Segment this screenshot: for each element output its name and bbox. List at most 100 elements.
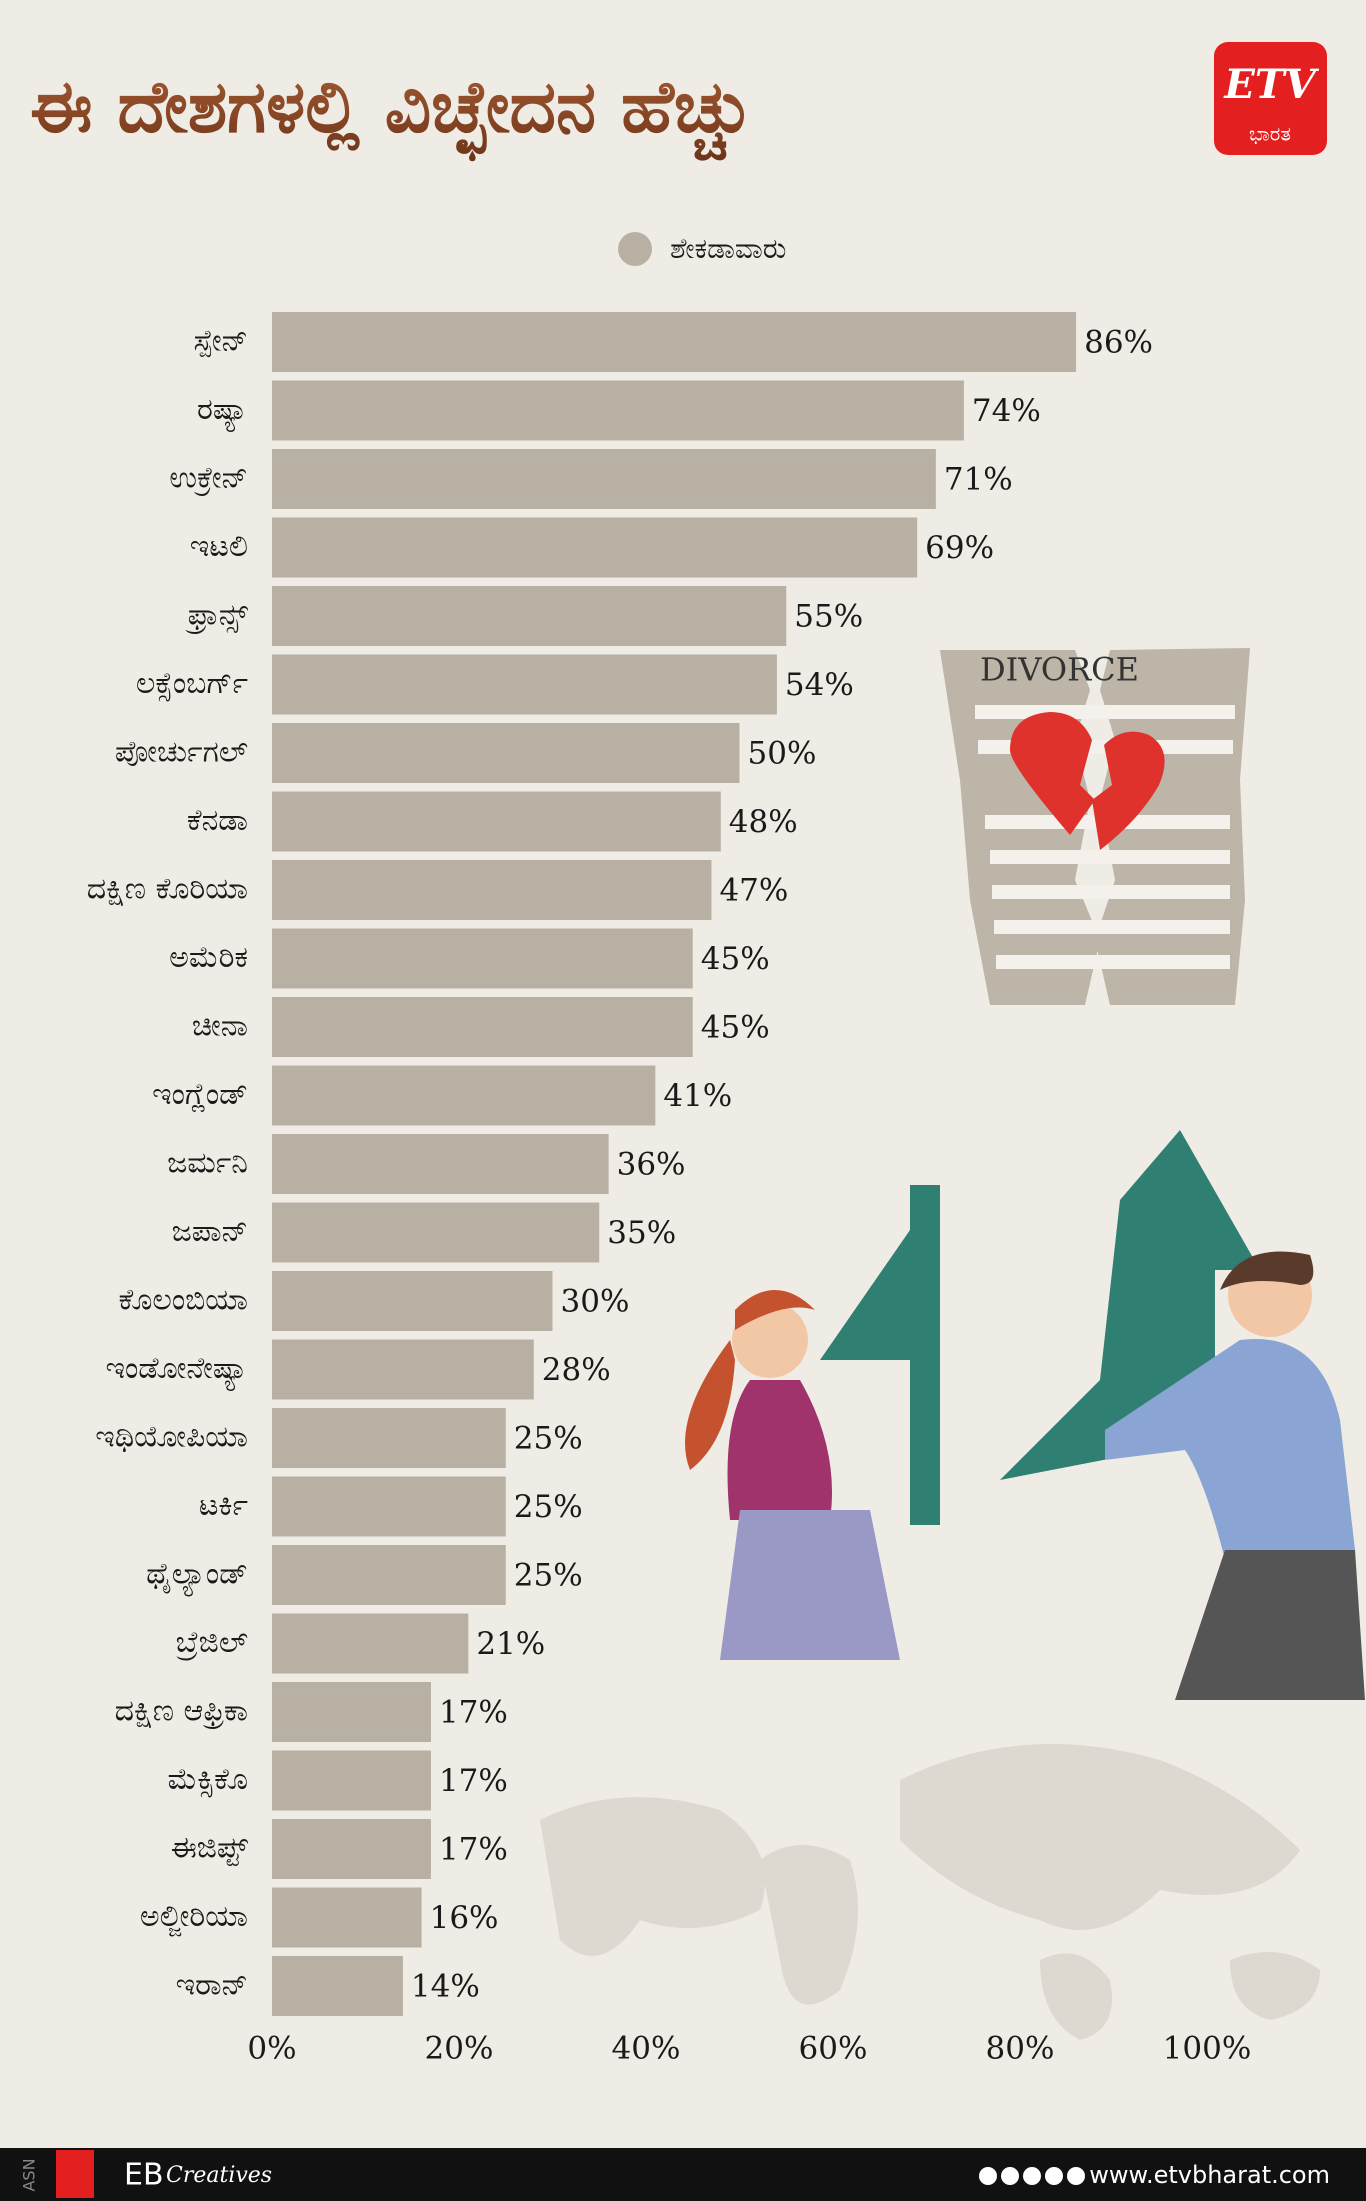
value-label: 21%	[476, 1626, 545, 1662]
x-tick-label: 80%	[986, 2031, 1055, 2067]
y-tick-label: ಇಥಿಯೋಪಿಯಾ	[95, 1420, 248, 1455]
footer-site: www.etvbharat.com	[1089, 2161, 1330, 2189]
bar	[272, 1339, 534, 1400]
x-tick-label: 100%	[1163, 2031, 1252, 2067]
x-tick-label: 20%	[425, 2031, 494, 2067]
bar	[272, 1271, 553, 1331]
map-decoration	[540, 1744, 1320, 2040]
y-tick-label: ಇರಾನ್	[176, 1968, 248, 2003]
bar	[272, 1682, 431, 1742]
bar	[272, 860, 712, 920]
bar	[272, 1613, 469, 1674]
logo-brand: ETV	[1223, 61, 1319, 108]
y-tick-label: ಜರ್ಮನಿ	[167, 1146, 248, 1181]
footer-bar	[0, 2148, 1366, 2201]
y-tick-label: ಅಮೆರಿಕ	[169, 940, 248, 975]
y-tick-label: ಟರ್ಕಿ	[199, 1488, 248, 1523]
y-tick-label: ಬ್ರೆಜಿಲ್	[176, 1625, 248, 1661]
bar	[272, 380, 964, 441]
bar	[272, 449, 936, 509]
x-tick-label: 60%	[799, 2031, 868, 2067]
footer: ASN EB Creatives www.etvbharat.com	[0, 2148, 1366, 2201]
bar	[272, 928, 693, 989]
bar	[272, 654, 777, 715]
value-label: 17%	[439, 1763, 508, 1799]
social-icons	[979, 2167, 1085, 2185]
value-label: 41%	[663, 1078, 732, 1114]
bar	[272, 586, 787, 646]
value-label: 17%	[439, 1832, 508, 1868]
chart-title: ಈ ದೇಶಗಳಲ್ಲಿ ವಿಚ್ಛೇದನ ಹೆಚ್ಚು	[30, 65, 753, 162]
y-tick-label: ಉಕ್ರೇನ್	[169, 461, 248, 497]
value-label: 45%	[701, 941, 770, 977]
bar	[272, 1750, 431, 1811]
y-tick-label: ಫ್ರಾನ್ಸ್	[185, 598, 249, 635]
y-tick-label: ದಕ್ಷಿಣ ಆಫ್ರಿಕಾ	[115, 1694, 248, 1730]
value-label: 25%	[514, 1489, 583, 1525]
bar	[272, 791, 721, 852]
value-label: 69%	[925, 530, 994, 566]
paper-text: DIVORCE	[980, 651, 1139, 689]
footer-eb: EB	[124, 2158, 164, 2193]
legend-label: ಶೇಕಡಾವಾರು	[670, 232, 786, 265]
legend: ಶೇಕಡಾವಾರು	[618, 232, 786, 266]
value-label: 14%	[411, 1969, 480, 2005]
plot: 0% 20% 40% 60% 80% 100% ಸ್ಪೇನ್ 86% ರಷ್ಯಾ 74% ಉಕ್ರೇ…	[87, 312, 1252, 2067]
y-tick-label: ಇಂಡೋನೇಷ್ಯಾ	[105, 1351, 248, 1391]
bar	[272, 1476, 506, 1537]
y-tick-label: ಅಲ್ಜೀರಿಯಾ	[140, 1899, 248, 1936]
bar	[272, 517, 918, 578]
y-tick-label: ಮೆಕ್ಸಿಕೊ	[168, 1762, 249, 1797]
y-tick-label: ಜಪಾನ್	[172, 1214, 248, 1249]
value-label: 55%	[794, 599, 863, 635]
divorce-illustration: DIVORCE	[940, 648, 1250, 1005]
y-tick-label: ಕೊಲಂಬಿಯಾ	[119, 1283, 248, 1318]
value-label: 17%	[439, 1695, 508, 1731]
footer-code: ASN	[20, 2158, 39, 2191]
x-tick-label: 0%	[247, 2031, 296, 2067]
couple-illustration	[685, 1130, 1365, 1700]
x-tick-label: 40%	[612, 2031, 681, 2067]
y-tick-label: ಇಂಗ್ಲೆಂಡ್	[152, 1077, 248, 1112]
bar	[272, 1545, 506, 1605]
y-tick-label: ಪೋರ್ಚುಗಲ್	[115, 735, 248, 770]
value-label: 30%	[561, 1284, 630, 1320]
y-tick-label: ಚೀನಾ	[192, 1009, 248, 1044]
bar	[272, 312, 1077, 372]
bar	[272, 723, 740, 783]
y-tick-label: ಲಕ್ಸೆಂಬರ್ಗ್	[136, 666, 248, 701]
footer-logo	[56, 2150, 94, 2198]
bar	[272, 1956, 403, 2016]
logo: ETV ಭಾರತ	[1214, 42, 1327, 155]
y-tick-label: ದಕ್ಷಿಣ ಕೊರಿಯಾ	[87, 872, 248, 907]
value-label: 48%	[729, 804, 798, 840]
value-label: 25%	[514, 1558, 583, 1594]
y-tick-label: ಇಟಲಿ	[190, 529, 248, 564]
bar	[272, 997, 693, 1057]
value-label: 45%	[701, 1010, 770, 1046]
bar	[272, 1065, 656, 1126]
value-label: 86%	[1084, 325, 1153, 361]
legend-swatch	[618, 232, 652, 266]
value-label: 36%	[617, 1147, 686, 1183]
bar	[272, 1134, 609, 1194]
value-label: 47%	[719, 873, 788, 909]
logo-name: ಭಾರತ	[1249, 122, 1291, 146]
y-tick-label: ಥೈಲ್ಯಾಂಡ್	[146, 1557, 248, 1597]
bar	[272, 1819, 431, 1879]
bar	[272, 1408, 506, 1468]
y-tick-label: ರಷ್ಯಾ	[197, 392, 248, 432]
value-label: 35%	[607, 1215, 676, 1251]
y-tick-label: ಈಜಿಪ್ಟ್	[171, 1831, 249, 1867]
value-label: 25%	[514, 1421, 583, 1457]
value-label: 16%	[430, 1900, 499, 1936]
y-tick-label: ಕೆನಡಾ	[187, 803, 248, 838]
value-label: 28%	[542, 1352, 611, 1388]
value-label: 50%	[748, 736, 817, 772]
bar	[272, 1202, 600, 1263]
value-label: 71%	[944, 462, 1013, 498]
footer-creatives: Creatives	[166, 2163, 272, 2188]
y-tick-label: ಸ್ಪೇನ್	[194, 324, 248, 359]
